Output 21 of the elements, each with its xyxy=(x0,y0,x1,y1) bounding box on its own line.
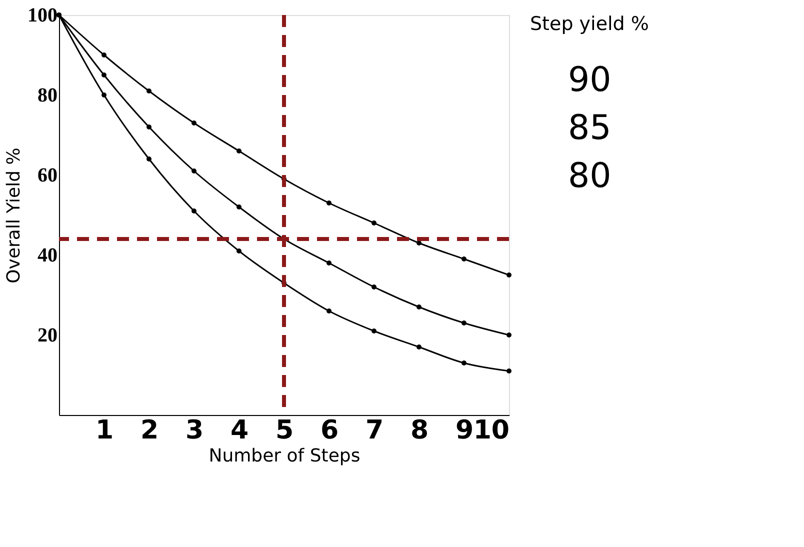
x-tick-label: 6 xyxy=(320,416,339,446)
x-tick-label: 4 xyxy=(230,416,249,446)
x-tick-label: 9 xyxy=(455,416,474,446)
y-tick-label: 100 xyxy=(28,4,58,26)
x-tick-label: 2 xyxy=(140,416,159,446)
x-tick-label: 5 xyxy=(275,416,294,446)
x-tick-label: 7 xyxy=(365,416,384,446)
text: 85 xyxy=(568,108,612,148)
text: 80 xyxy=(568,156,612,196)
y-tick-label: 40 xyxy=(38,244,58,266)
y-tick-label: 80 xyxy=(38,84,58,106)
y-tick-label: 60 xyxy=(38,164,58,186)
x-axis-title: Number of Steps xyxy=(208,446,360,466)
x-tick-label: 10 xyxy=(473,416,510,446)
y-tick-label: 20 xyxy=(38,324,58,346)
y-axis-title: Overall Yield % xyxy=(4,148,24,284)
x-tick-label: 1 xyxy=(95,416,114,446)
x-tick-label: 3 xyxy=(185,416,204,446)
x-tick-label: 8 xyxy=(410,416,429,446)
text: 90 xyxy=(568,60,612,100)
legend-title: Step yield % xyxy=(530,13,649,35)
